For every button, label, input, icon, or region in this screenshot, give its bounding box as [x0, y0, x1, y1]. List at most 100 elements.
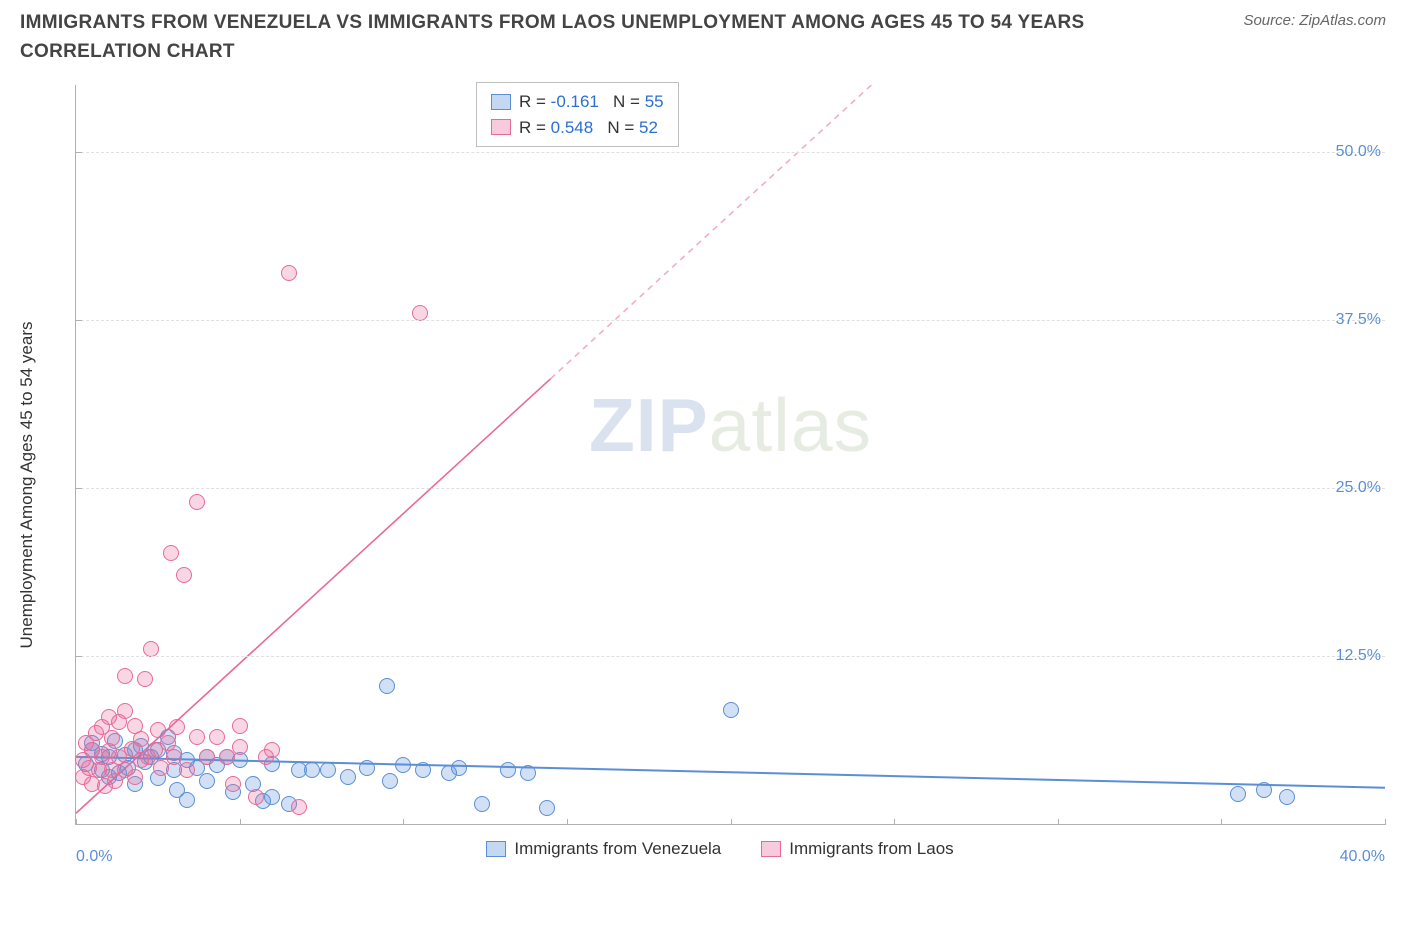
data-point [225, 784, 241, 800]
source-label: Source: ZipAtlas.com [1243, 12, 1386, 29]
data-point [84, 776, 100, 792]
data-point [111, 714, 127, 730]
data-point [395, 757, 411, 773]
data-point [232, 752, 248, 768]
data-point [84, 742, 100, 758]
data-point [160, 729, 176, 745]
data-point [88, 725, 104, 741]
y-tick [76, 320, 82, 321]
gridline [76, 152, 1385, 153]
data-point [245, 776, 261, 792]
data-point [1279, 789, 1295, 805]
y-tick-label: 25.0% [1336, 479, 1387, 497]
data-point [291, 799, 307, 815]
gridline [76, 320, 1385, 321]
data-point [75, 752, 91, 768]
legend-label: Immigrants from Venezuela [514, 839, 721, 859]
data-point [153, 760, 169, 776]
data-point [340, 769, 356, 785]
legend-text: R = 0.548 N = 52 [519, 115, 658, 141]
data-point [150, 722, 166, 738]
data-point [474, 796, 490, 812]
data-point [127, 769, 143, 785]
correlation-legend: R = -0.161 N = 55R = 0.548 N = 52 [476, 82, 679, 147]
data-point [179, 762, 195, 778]
data-point [150, 770, 166, 786]
data-point [166, 762, 182, 778]
data-point [117, 747, 133, 763]
data-point [1256, 782, 1272, 798]
x-tick [240, 819, 241, 825]
data-point [127, 776, 143, 792]
data-point [140, 749, 156, 765]
data-point [199, 749, 215, 765]
data-point [723, 702, 739, 718]
legend-row: R = -0.161 N = 55 [491, 89, 664, 115]
data-point [189, 494, 205, 510]
data-point [520, 765, 536, 781]
data-point [166, 749, 182, 765]
data-point [137, 754, 153, 770]
data-point [359, 760, 375, 776]
data-point [101, 709, 117, 725]
data-point [255, 793, 271, 809]
watermark: ZIPatlas [589, 382, 872, 468]
trend-lines [76, 85, 1385, 824]
data-point [382, 773, 398, 789]
data-point [137, 671, 153, 687]
data-point [91, 762, 107, 778]
swatch-icon [491, 94, 511, 110]
data-point [199, 749, 215, 765]
y-tick [76, 656, 82, 657]
x-tick [403, 819, 404, 825]
data-point [78, 756, 94, 772]
data-point [232, 718, 248, 734]
data-point [127, 742, 143, 758]
data-point [264, 789, 280, 805]
data-point [143, 641, 159, 657]
data-point [291, 762, 307, 778]
data-point [189, 760, 205, 776]
x-tick [1058, 819, 1059, 825]
data-point [84, 742, 100, 758]
data-point [451, 760, 467, 776]
y-tick [76, 152, 82, 153]
data-point [264, 756, 280, 772]
data-point [107, 733, 123, 749]
data-point [107, 773, 123, 789]
data-point [500, 762, 516, 778]
x-tick [76, 819, 77, 825]
data-point [117, 668, 133, 684]
series-legend: Immigrants from Venezuela Immigrants fro… [55, 839, 1385, 859]
data-point [101, 749, 117, 765]
x-tick [1221, 819, 1222, 825]
gridline [76, 488, 1385, 489]
legend-text: R = -0.161 N = 55 [519, 89, 664, 115]
data-point [539, 800, 555, 816]
data-point [133, 738, 149, 754]
y-tick [76, 488, 82, 489]
x-tick [567, 819, 568, 825]
data-point [94, 762, 110, 778]
data-point [133, 752, 149, 768]
data-point [78, 735, 94, 751]
x-tick [894, 819, 895, 825]
data-point [111, 765, 127, 781]
data-point [225, 776, 241, 792]
plot-area: ZIPatlas R = -0.161 N = 55R = 0.548 N = … [75, 85, 1385, 825]
data-point [94, 749, 110, 765]
data-point [133, 731, 149, 747]
data-point [412, 305, 428, 321]
legend-row: R = 0.548 N = 52 [491, 115, 664, 141]
data-point [166, 745, 182, 761]
data-point [94, 719, 110, 735]
data-point [104, 730, 120, 746]
data-point [281, 796, 297, 812]
data-point [150, 742, 166, 758]
data-point [117, 762, 133, 778]
data-point [281, 265, 297, 281]
data-point [143, 749, 159, 765]
data-point [111, 749, 127, 765]
data-point [84, 735, 100, 751]
data-point [189, 729, 205, 745]
